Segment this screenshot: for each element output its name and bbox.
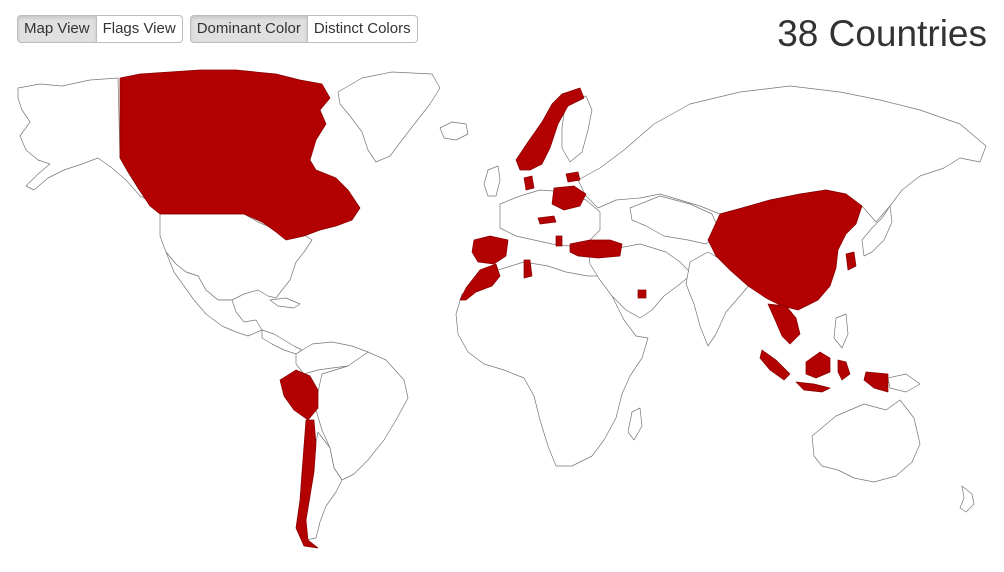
toolbar: Map View Flags View Dominant Color Disti… (17, 15, 418, 43)
country-china[interactable] (707, 189, 863, 311)
country-albania[interactable] (555, 235, 563, 247)
country-indonesia-papua[interactable] (863, 371, 889, 393)
country-central-asia[interactable] (629, 195, 721, 245)
country-australia[interactable] (811, 399, 921, 483)
country-canada[interactable] (119, 69, 361, 241)
country-poland[interactable] (551, 185, 587, 211)
country-vietnam-laos[interactable] (767, 303, 801, 345)
country-scandinavia-finland[interactable] (561, 95, 593, 163)
country-brazil[interactable] (315, 351, 409, 481)
country-indonesia-sumatra[interactable] (759, 349, 791, 381)
country-spain-portugal[interactable] (471, 235, 509, 265)
country-count: 38 Countries (777, 13, 987, 54)
country-iceland[interactable] (439, 121, 469, 141)
country-mexico[interactable] (165, 251, 263, 337)
flags-view-button[interactable]: Flags View (96, 15, 183, 43)
country-chile[interactable] (295, 419, 319, 549)
country-morocco[interactable] (459, 263, 501, 301)
country-turkey[interactable] (569, 239, 623, 259)
country-madagascar[interactable] (627, 407, 643, 441)
country-latvia[interactable] (565, 171, 581, 183)
country-austria[interactable] (537, 215, 557, 225)
color-mode-toggle: Dominant Color Distinct Colors (189, 15, 418, 43)
country-peru[interactable] (279, 369, 319, 421)
country-japan[interactable] (861, 205, 893, 257)
country-tunisia[interactable] (523, 259, 533, 279)
country-north-korea[interactable] (845, 251, 857, 271)
country-indonesia-borneo[interactable] (805, 351, 831, 379)
country-indonesia-java[interactable] (795, 381, 831, 393)
view-mode-toggle: Map View Flags View (17, 15, 183, 43)
country-norway-sweden[interactable] (515, 87, 585, 171)
country-russia[interactable] (577, 85, 987, 223)
country-alaska[interactable] (17, 77, 149, 201)
country-denmark[interactable] (523, 175, 535, 191)
country-uae[interactable] (637, 289, 647, 299)
country-greenland[interactable] (337, 71, 441, 163)
distinct-colors-button[interactable]: Distinct Colors (307, 15, 418, 43)
map-view-button[interactable]: Map View (17, 15, 97, 43)
country-philippines[interactable] (833, 313, 849, 349)
country-cuba[interactable] (269, 297, 301, 309)
country-new-zealand[interactable] (959, 485, 975, 513)
country-uk[interactable] (483, 165, 501, 197)
country-middle-east[interactable] (587, 243, 693, 319)
country-africa[interactable] (455, 261, 649, 467)
country-papua-new-guinea[interactable] (887, 373, 921, 393)
dominant-color-button[interactable]: Dominant Color (189, 15, 308, 43)
country-central-america[interactable] (261, 329, 303, 355)
country-indonesia-sulawesi[interactable] (837, 359, 851, 381)
